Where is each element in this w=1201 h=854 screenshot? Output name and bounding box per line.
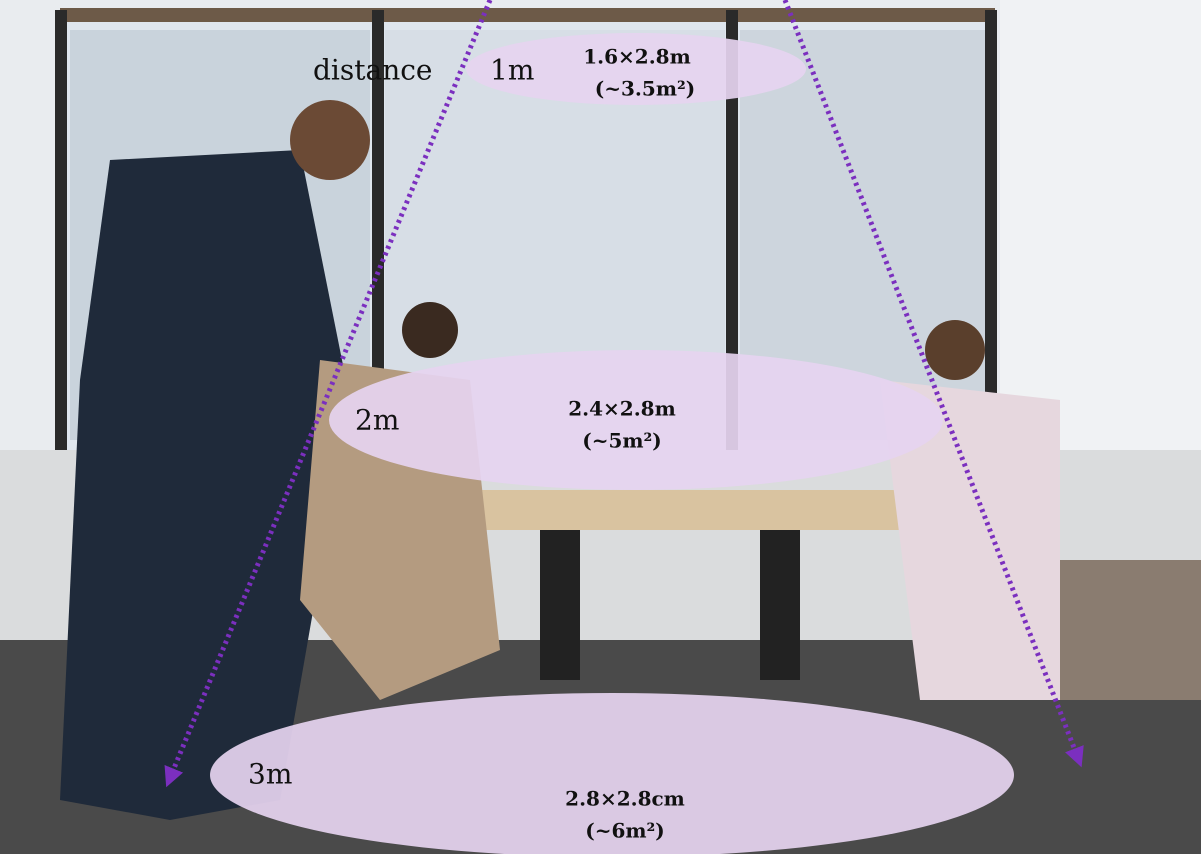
- zone-area: (~5m²): [582, 429, 662, 453]
- zone-area: (~3.5m²): [595, 77, 695, 101]
- zone-distance: 2m: [355, 404, 399, 437]
- annotated-photo: distance 1m 1.6×2.8m (~3.5m²) 2m 2.4×2.8…: [0, 0, 1201, 854]
- zone-size: 1.6×2.8m: [583, 45, 691, 69]
- zone-size: 2.4×2.8m: [568, 397, 676, 421]
- zone-area: (~6m²): [585, 819, 665, 843]
- zone-distance: 3m: [248, 758, 292, 791]
- zone-distance: 1m: [490, 54, 534, 87]
- distance-label: distance: [313, 54, 432, 87]
- page: distance 1m 1.6×2.8m (~3.5m²) 2m 2.4×2.8…: [0, 0, 1201, 854]
- zone-size: 2.8×2.8cm: [565, 787, 685, 811]
